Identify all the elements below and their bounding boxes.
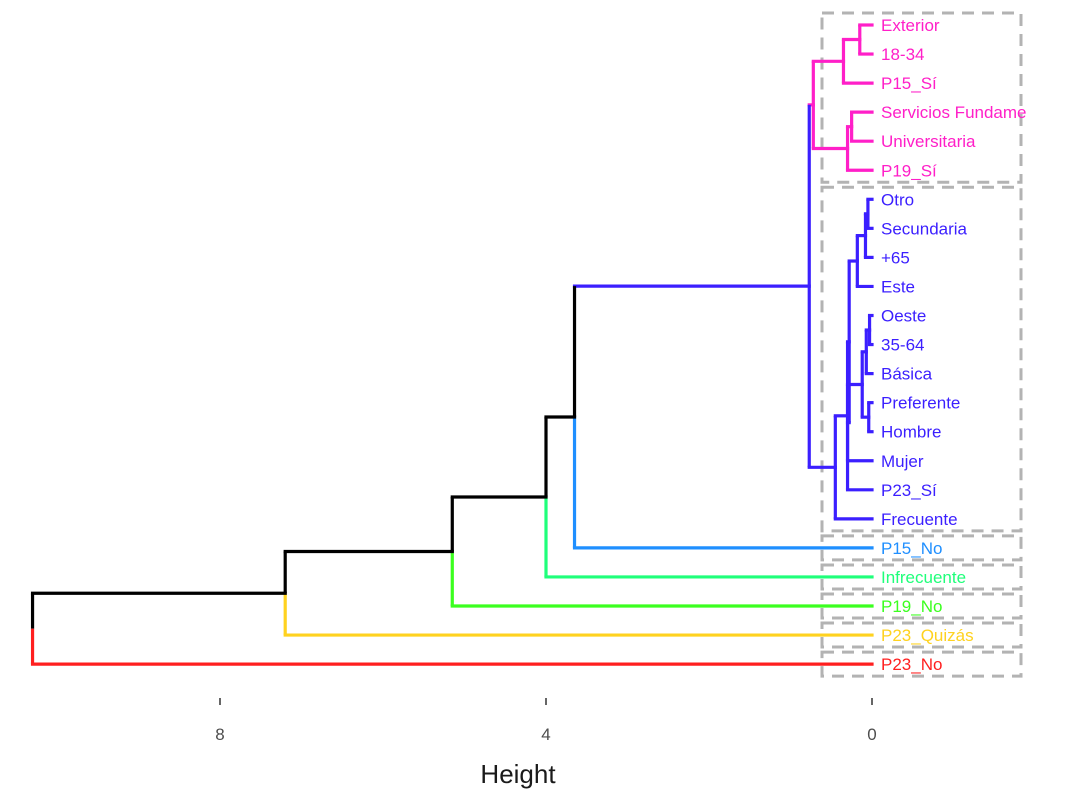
cluster-box — [822, 187, 1021, 531]
leaf-label: Secundaria — [881, 219, 968, 238]
leaf-label: P19_No — [881, 597, 942, 616]
x-axis-tick-label: 8 — [215, 725, 224, 744]
leaf-label: Este — [881, 277, 915, 296]
leaf-label: Infrecuente — [881, 568, 966, 587]
x-axis-title: Height — [480, 759, 556, 789]
leaf-label: Mujer — [881, 452, 924, 471]
dendrogram-links — [33, 25, 872, 664]
leaf-label: Exterior — [881, 16, 940, 35]
leaf-label: Preferente — [881, 394, 960, 413]
leaf-label: P15_No — [881, 539, 942, 558]
x-axis-tick-label: 0 — [867, 725, 876, 744]
leaf-label: +65 — [881, 248, 910, 267]
x-axis-tick-label: 4 — [541, 725, 550, 744]
leaf-label: Otro — [881, 190, 914, 209]
leaf-label: Oeste — [881, 307, 926, 326]
leaf-label: Frecuente — [881, 510, 958, 529]
leaf-label: 35-64 — [881, 336, 924, 355]
leaf-labels: Exterior 18-34 P15_Sí Servicios Fundame Univ… — [881, 16, 1027, 674]
leaf-label: Universitaria — [881, 132, 976, 151]
leaf-label: P23_Sí — [881, 481, 937, 500]
leaf-label: P19_Sí — [881, 161, 937, 180]
leaf-label: P23_Quizás — [881, 626, 974, 645]
leaf-label: Hombre — [881, 423, 941, 442]
leaf-label: Servicios Fundame — [881, 103, 1027, 122]
x-axis: 8 4 0 — [215, 698, 876, 744]
leaf-label: Básica — [881, 365, 933, 384]
leaf-label: P15_Sí — [881, 74, 937, 93]
leaf-label: P23_No — [881, 655, 942, 674]
leaf-label: 18-34 — [881, 45, 924, 64]
